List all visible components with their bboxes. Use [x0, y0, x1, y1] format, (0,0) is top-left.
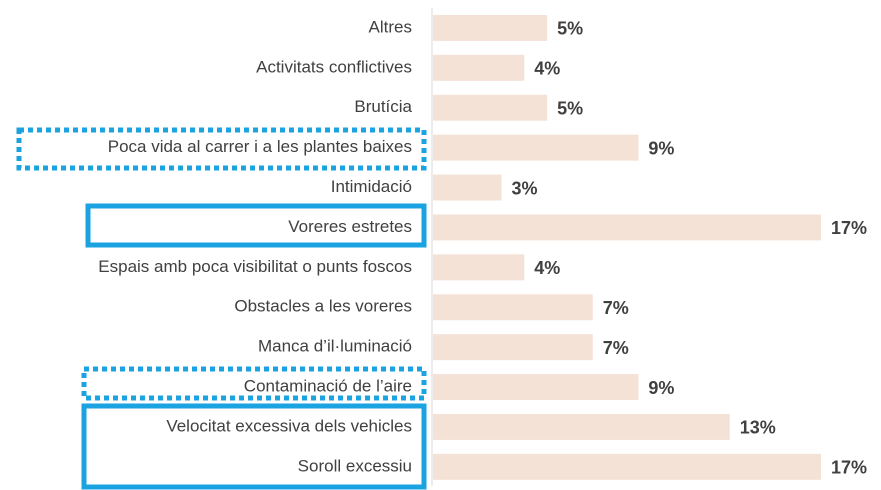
category-label: Obstacles a les voreres — [234, 297, 412, 316]
bar — [433, 334, 593, 361]
bar — [433, 453, 821, 480]
category-label: Contaminació de l’aire — [244, 377, 412, 396]
value-label: 17% — [831, 458, 867, 478]
bar — [433, 134, 639, 161]
value-label: 7% — [603, 298, 629, 318]
category-label: Poca vida al carrer i a les plantes baix… — [108, 137, 412, 156]
value-label: 5% — [557, 99, 583, 119]
category-label: Brutícia — [354, 97, 412, 116]
value-label: 9% — [648, 378, 674, 398]
category-label: Voreres estretes — [288, 217, 412, 236]
value-label: 7% — [603, 338, 629, 358]
highlight-box — [81, 366, 427, 401]
bar — [433, 94, 548, 121]
bar — [433, 374, 639, 401]
category-label: Espais amb poca visibilitat o punts fosc… — [98, 257, 412, 276]
bar — [433, 254, 525, 281]
category-label: Soroll excessiu — [298, 456, 412, 475]
category-label: Intimidació — [331, 177, 412, 196]
bar — [433, 54, 525, 81]
bar — [433, 174, 502, 201]
category-label: Manca d’il·luminació — [258, 337, 412, 356]
highlight-box — [85, 203, 427, 248]
bar — [433, 14, 548, 41]
bar — [433, 413, 730, 440]
value-label: 9% — [648, 138, 674, 158]
bar — [433, 294, 593, 321]
value-label: 3% — [511, 178, 537, 198]
category-label: Altres — [369, 17, 412, 36]
highlight-box — [16, 127, 427, 171]
value-label: 4% — [534, 59, 560, 79]
value-label: 4% — [534, 258, 560, 278]
value-label: 5% — [557, 19, 583, 39]
bar — [433, 214, 821, 241]
value-label: 13% — [740, 418, 776, 438]
highlight-box — [81, 403, 427, 490]
category-label: Activitats conflictives — [256, 57, 412, 76]
value-label: 17% — [831, 218, 867, 238]
category-label: Velocitat excessiva dels vehicles — [166, 416, 412, 435]
